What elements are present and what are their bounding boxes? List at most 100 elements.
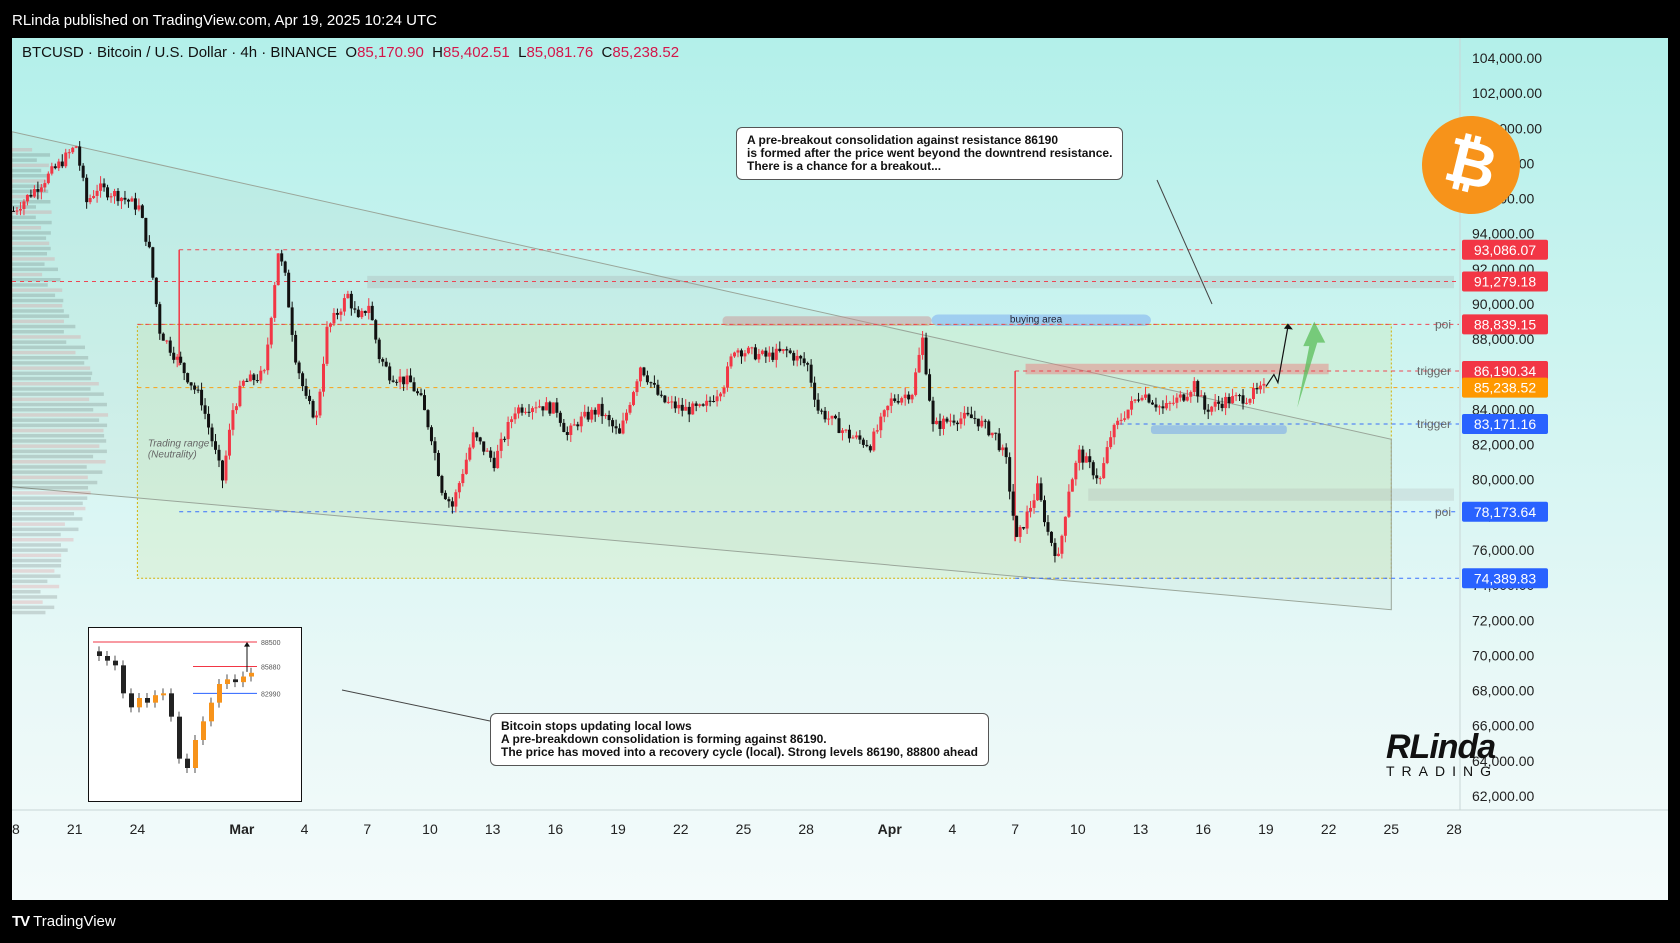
candle [670, 401, 674, 403]
candle [301, 373, 305, 387]
candle [227, 429, 231, 456]
volume-profile-bar [12, 392, 104, 396]
candle [621, 420, 625, 434]
x-axis-tick-label: 22 [673, 821, 689, 837]
candle [22, 201, 26, 210]
x-axis-tick-label: 28 [1446, 821, 1462, 837]
candle [1258, 385, 1262, 390]
candle [659, 394, 663, 396]
inset-candle [169, 693, 174, 717]
inset-arrow-up-icon [244, 642, 250, 647]
price-level-tag [1462, 314, 1548, 335]
candle [130, 198, 134, 202]
top-annotation[interactable]: A pre-breakout consolidation against res… [736, 127, 1124, 180]
volume-profile-bar [12, 335, 81, 339]
candle [231, 410, 235, 430]
tradingview-logo[interactable]: TV TradingView [12, 913, 116, 930]
candle [485, 450, 489, 452]
candle [1088, 456, 1092, 463]
inset-candle [153, 695, 158, 703]
high-label: H [432, 44, 444, 61]
candle [1137, 399, 1141, 401]
volume-profile-bar [12, 454, 94, 459]
candle [1130, 400, 1134, 410]
candle [102, 183, 106, 188]
candle [1070, 479, 1074, 492]
candle [680, 404, 684, 411]
y-axis-tick-label: 76,000.00 [1472, 542, 1534, 558]
candle [1234, 395, 1238, 397]
candle [1133, 399, 1137, 401]
candle [882, 410, 886, 417]
candle [1245, 402, 1249, 404]
inset-candle [129, 693, 134, 708]
candle [113, 190, 117, 197]
candle [1168, 402, 1172, 404]
candle [60, 161, 64, 167]
candle [823, 410, 827, 420]
candle [586, 411, 590, 420]
candle [645, 375, 649, 383]
resistance-zone [367, 275, 1454, 289]
volume-profile-bar [12, 610, 46, 615]
candle [868, 446, 872, 451]
candle [506, 422, 510, 440]
candle [304, 386, 308, 396]
inset-level-label: 85880 [261, 664, 281, 671]
x-axis-tick-label: 13 [1133, 821, 1149, 837]
volume-profile-bar [12, 569, 55, 573]
candle [969, 414, 973, 419]
candle [886, 405, 890, 411]
candle [774, 348, 778, 360]
chart-area[interactable]: buying area Trading range (Neutrality) poi t… [12, 38, 1668, 900]
arrow-up-icon [1283, 323, 1293, 330]
candle [827, 418, 831, 420]
x-axis-tick-label: 28 [798, 821, 814, 837]
bottom-annotation[interactable]: Bitcoin stops updating local lows A pre-… [490, 713, 989, 766]
candle [760, 350, 764, 354]
candle [1192, 381, 1196, 392]
candle [46, 173, 50, 184]
candle [423, 395, 427, 411]
volume-profile-bar [12, 179, 46, 183]
candle [1091, 462, 1095, 476]
candle [865, 444, 869, 447]
candle [217, 449, 221, 461]
candle [928, 374, 932, 401]
candle [921, 337, 925, 355]
candle [1102, 463, 1106, 479]
volume-profile-bar [12, 413, 109, 417]
candle [1238, 395, 1242, 397]
candle [558, 412, 562, 423]
candle [29, 194, 33, 197]
candle [172, 352, 176, 360]
candle [917, 354, 921, 373]
candle [321, 363, 325, 392]
candle [50, 166, 54, 174]
price-chart[interactable]: buying area Trading range(Neutrality) poi t… [12, 38, 1668, 900]
candle [705, 400, 709, 406]
volume-profile-bar [12, 449, 107, 454]
candle [186, 373, 190, 383]
footer: TV TradingView [0, 900, 1680, 943]
candle [684, 406, 688, 411]
candle [395, 381, 399, 383]
candle [583, 411, 587, 417]
candle [210, 427, 214, 442]
candle [18, 209, 22, 211]
candle [520, 407, 524, 413]
candle [416, 391, 420, 394]
candle [816, 399, 820, 411]
callout-leader [1156, 179, 1213, 305]
candle [461, 473, 465, 484]
candle [297, 362, 301, 374]
candle [1049, 531, 1053, 543]
candle [200, 389, 204, 406]
candle [910, 394, 914, 400]
candle [158, 304, 162, 334]
candle [663, 395, 667, 403]
candle [499, 438, 503, 451]
volume-profile-bar [12, 272, 43, 277]
candle [1220, 403, 1224, 409]
inset-candle [225, 679, 230, 684]
